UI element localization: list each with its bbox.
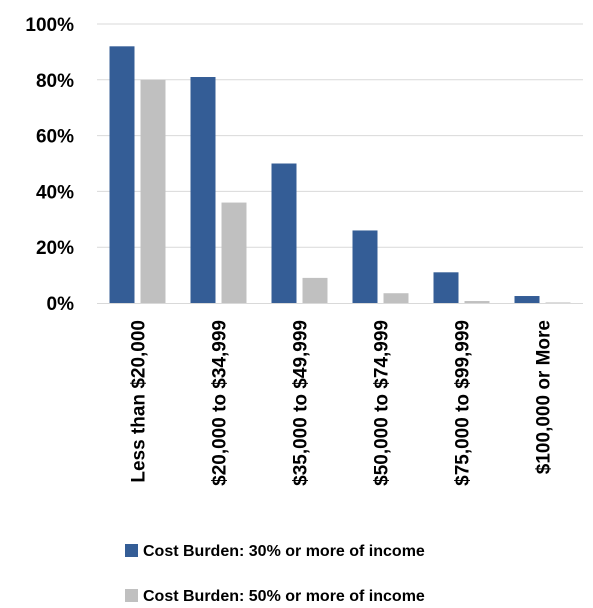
legend-label: Cost Burden: 30% or more of income [143,543,425,560]
bar-cost-burden-50-5 [545,302,571,303]
y-tick-label: 60% [36,127,74,148]
x-category-label: $35,000 to $49,999 [291,320,312,486]
bar-cost-burden-30-0 [109,46,135,303]
bar-cost-burden-50-0 [140,79,166,303]
bar-cost-burden-30-4 [433,272,459,303]
x-category-label: $75,000 to $99,999 [453,320,474,486]
legend-swatch [125,544,138,557]
bar-cost-burden-30-3 [352,230,378,303]
y-axis-tick-labels: 0% 20% 40% 60% 80% 100% [25,15,74,315]
x-category-label: $100,000 or More [534,320,555,474]
x-axis-category-labels: Less than $20,000 $20,000 to $34,999 $35,0… [129,320,555,486]
x-category-label: $50,000 to $74,999 [372,320,393,486]
y-tick-label: 0% [47,294,75,315]
y-tick-label: 80% [36,71,74,92]
bar-cost-burden-30-5 [514,296,540,303]
legend-label: Cost Burden: 50% or more of income [143,588,425,605]
bar-cost-burden-50-2 [302,277,328,303]
x-category-label: $20,000 to $34,999 [210,320,231,486]
legend: Cost Burden: 30% or more of income Cost B… [125,543,425,605]
bar-cost-burden-50-3 [383,293,409,303]
y-tick-label: 20% [36,238,74,259]
bars [109,46,571,303]
gridlines [97,23,583,248]
bar-cost-burden-50-4 [464,301,490,303]
legend-swatch [125,589,138,602]
y-tick-label: 100% [25,15,74,36]
bar-cost-burden-30-1 [190,77,216,303]
bar-cost-burden-50-1 [221,202,247,303]
y-tick-label: 40% [36,182,74,203]
x-category-label: Less than $20,000 [129,320,150,483]
bar-cost-burden-30-2 [271,163,297,303]
